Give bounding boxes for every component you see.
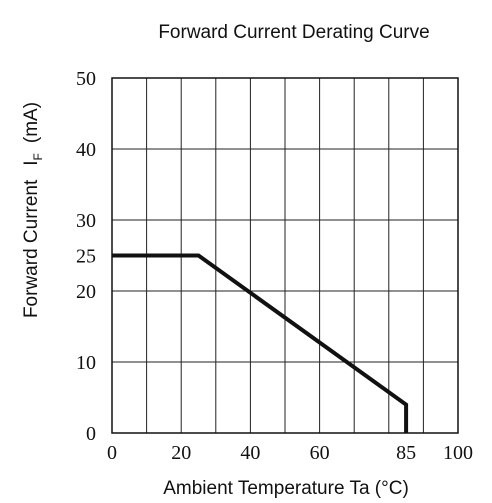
y-tick-label: 20 [76,281,96,303]
x-tick-label: 20 [171,442,191,464]
y-tick-labels: 0 10 20 25 30 40 50 [76,68,96,445]
x-axis-label: Ambient Temperature Ta (°C) [163,478,409,499]
y-tick-label: 0 [86,423,96,445]
x-tick-label: 85 [396,442,416,464]
y-tick-label: 50 [76,68,96,90]
y-tick-label: 30 [76,210,96,232]
series-layer [112,253,409,433]
derating-curve-line [112,253,409,433]
x-tick-label: 40 [240,442,260,464]
y-axis-label-subscript: F [31,153,45,160]
x-tick-label: 0 [107,442,117,464]
y-tick-label: 40 [76,139,96,161]
chart-title: Forward Current Derating Curve [158,22,429,43]
y-tick-label: 25 [76,246,96,268]
y-axis-label-main: Forward Current [21,179,42,318]
x-tick-label: 100 [443,442,473,464]
x-tick-labels: 0 20 40 60 85 100 [107,442,473,464]
x-tick-label: 60 [310,442,330,464]
y-tick-label: 10 [76,352,96,374]
y-axis-label: Forward Current IF (mA) [21,102,45,318]
y-axis-label-symbol: I [21,160,42,165]
y-axis-label-unit: (mA) [21,102,42,143]
